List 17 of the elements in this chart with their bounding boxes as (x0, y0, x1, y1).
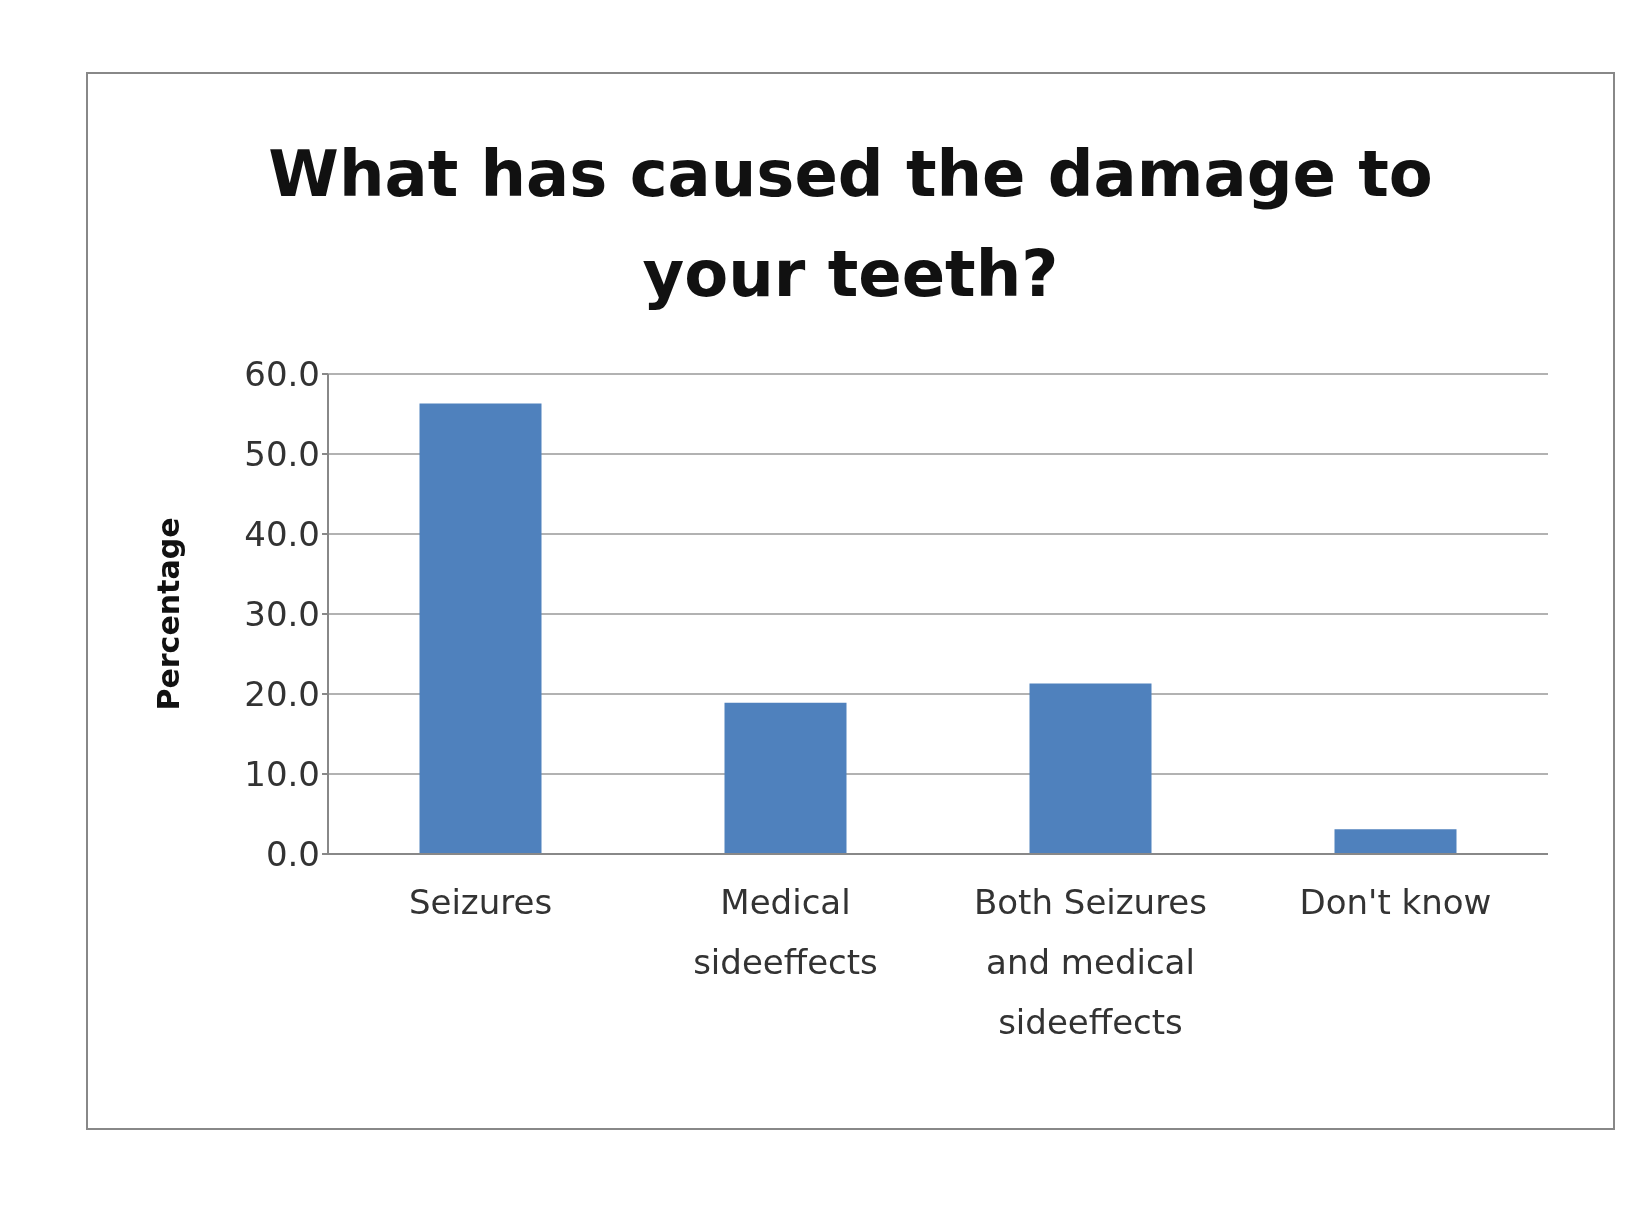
chart-title: What has caused the damage to your teeth? (267, 136, 1434, 313)
bar (1334, 829, 1457, 854)
y-tick-label: 40.0 (244, 514, 320, 555)
y-tick-label: 60.0 (244, 354, 320, 395)
y-tick-label: 20.0 (244, 674, 320, 715)
y-tick-label: 50.0 (244, 434, 320, 475)
x-tick-label: Seizures (408, 882, 553, 922)
bar (419, 403, 542, 854)
bar (724, 702, 847, 854)
y-axis-title: Percentage (150, 517, 186, 711)
x-tick-label: Medical sideeffects (693, 882, 878, 982)
y-tick-label: 10.0 (244, 754, 320, 795)
y-tick-label: 30.0 (244, 594, 320, 635)
x-tick-label: Don't know (1299, 882, 1492, 922)
x-tick-label: Both Seizures and medical sideeffects (973, 882, 1208, 1042)
y-tick-label: 0.0 (265, 834, 320, 875)
bar (1029, 683, 1152, 854)
